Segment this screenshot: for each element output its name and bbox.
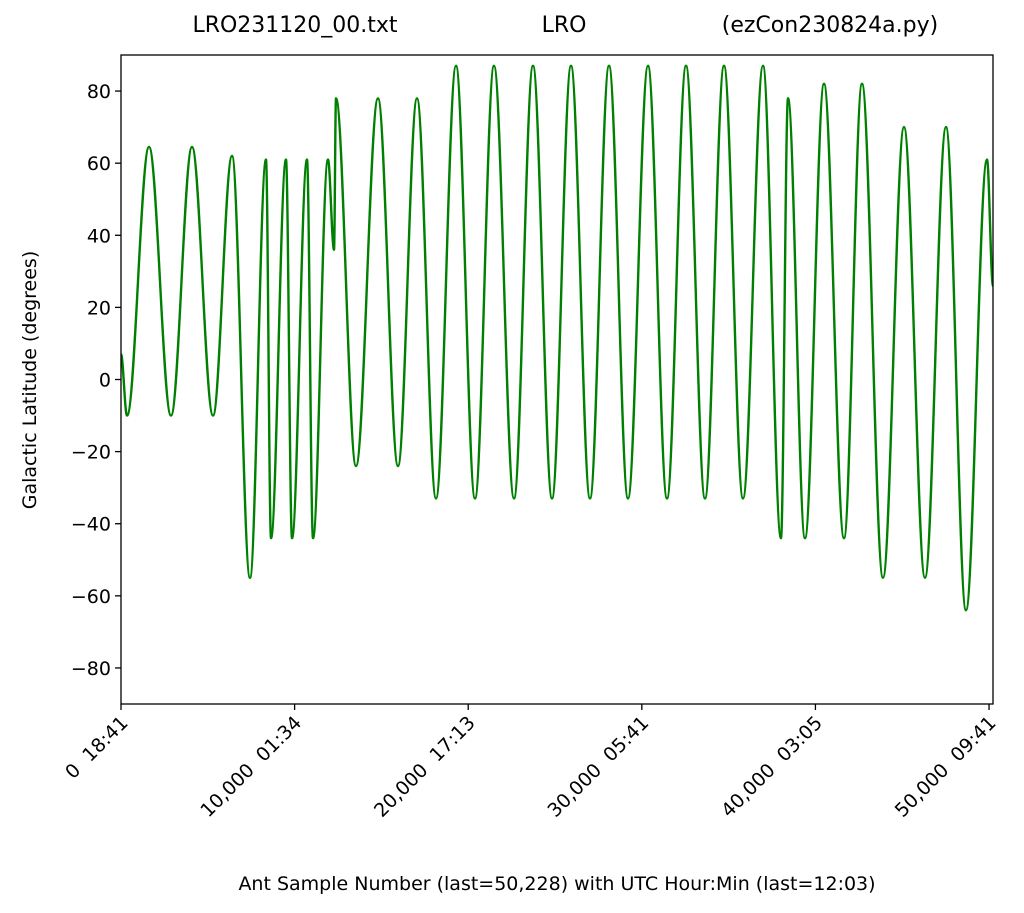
x-tick-label: 40,000 03:05 xyxy=(717,712,827,822)
x-tick-label: 20,000 17:13 xyxy=(370,712,480,822)
y-tick-label: 20 xyxy=(87,297,111,319)
y-axis-label: Galactic Latitude (degrees) xyxy=(19,251,41,510)
x-tick-label: 10,000 01:34 xyxy=(196,712,306,822)
title-name: LRO xyxy=(542,13,587,38)
y-tick-label: 80 xyxy=(87,81,111,103)
y-tick-label: −40 xyxy=(71,514,111,536)
y-tick-label: −20 xyxy=(71,442,111,464)
y-tick-label: 0 xyxy=(99,370,111,392)
title-script: (ezCon230824a.py) xyxy=(722,13,938,38)
x-tick-label: 0 18:41 xyxy=(61,712,132,783)
x-tick-label: 50,000 09:41 xyxy=(891,712,1001,822)
y-tick-label: 40 xyxy=(87,225,111,247)
y-tick-label: −80 xyxy=(71,658,111,680)
plot-frame xyxy=(120,54,994,705)
x-axis-label: Ant Sample Number (last=50,228) with UTC… xyxy=(238,873,875,895)
y-tick-label: −60 xyxy=(71,586,111,608)
x-tick-label: 30,000 05:41 xyxy=(544,712,654,822)
title-file: LRO231120_00.txt xyxy=(192,13,397,38)
y-tick-label: 60 xyxy=(87,153,111,175)
data-line xyxy=(121,64,993,612)
